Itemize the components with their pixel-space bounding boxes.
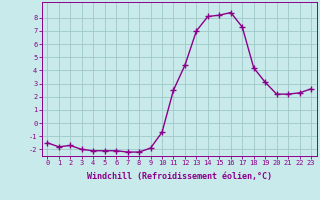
X-axis label: Windchill (Refroidissement éolien,°C): Windchill (Refroidissement éolien,°C): [87, 172, 272, 181]
